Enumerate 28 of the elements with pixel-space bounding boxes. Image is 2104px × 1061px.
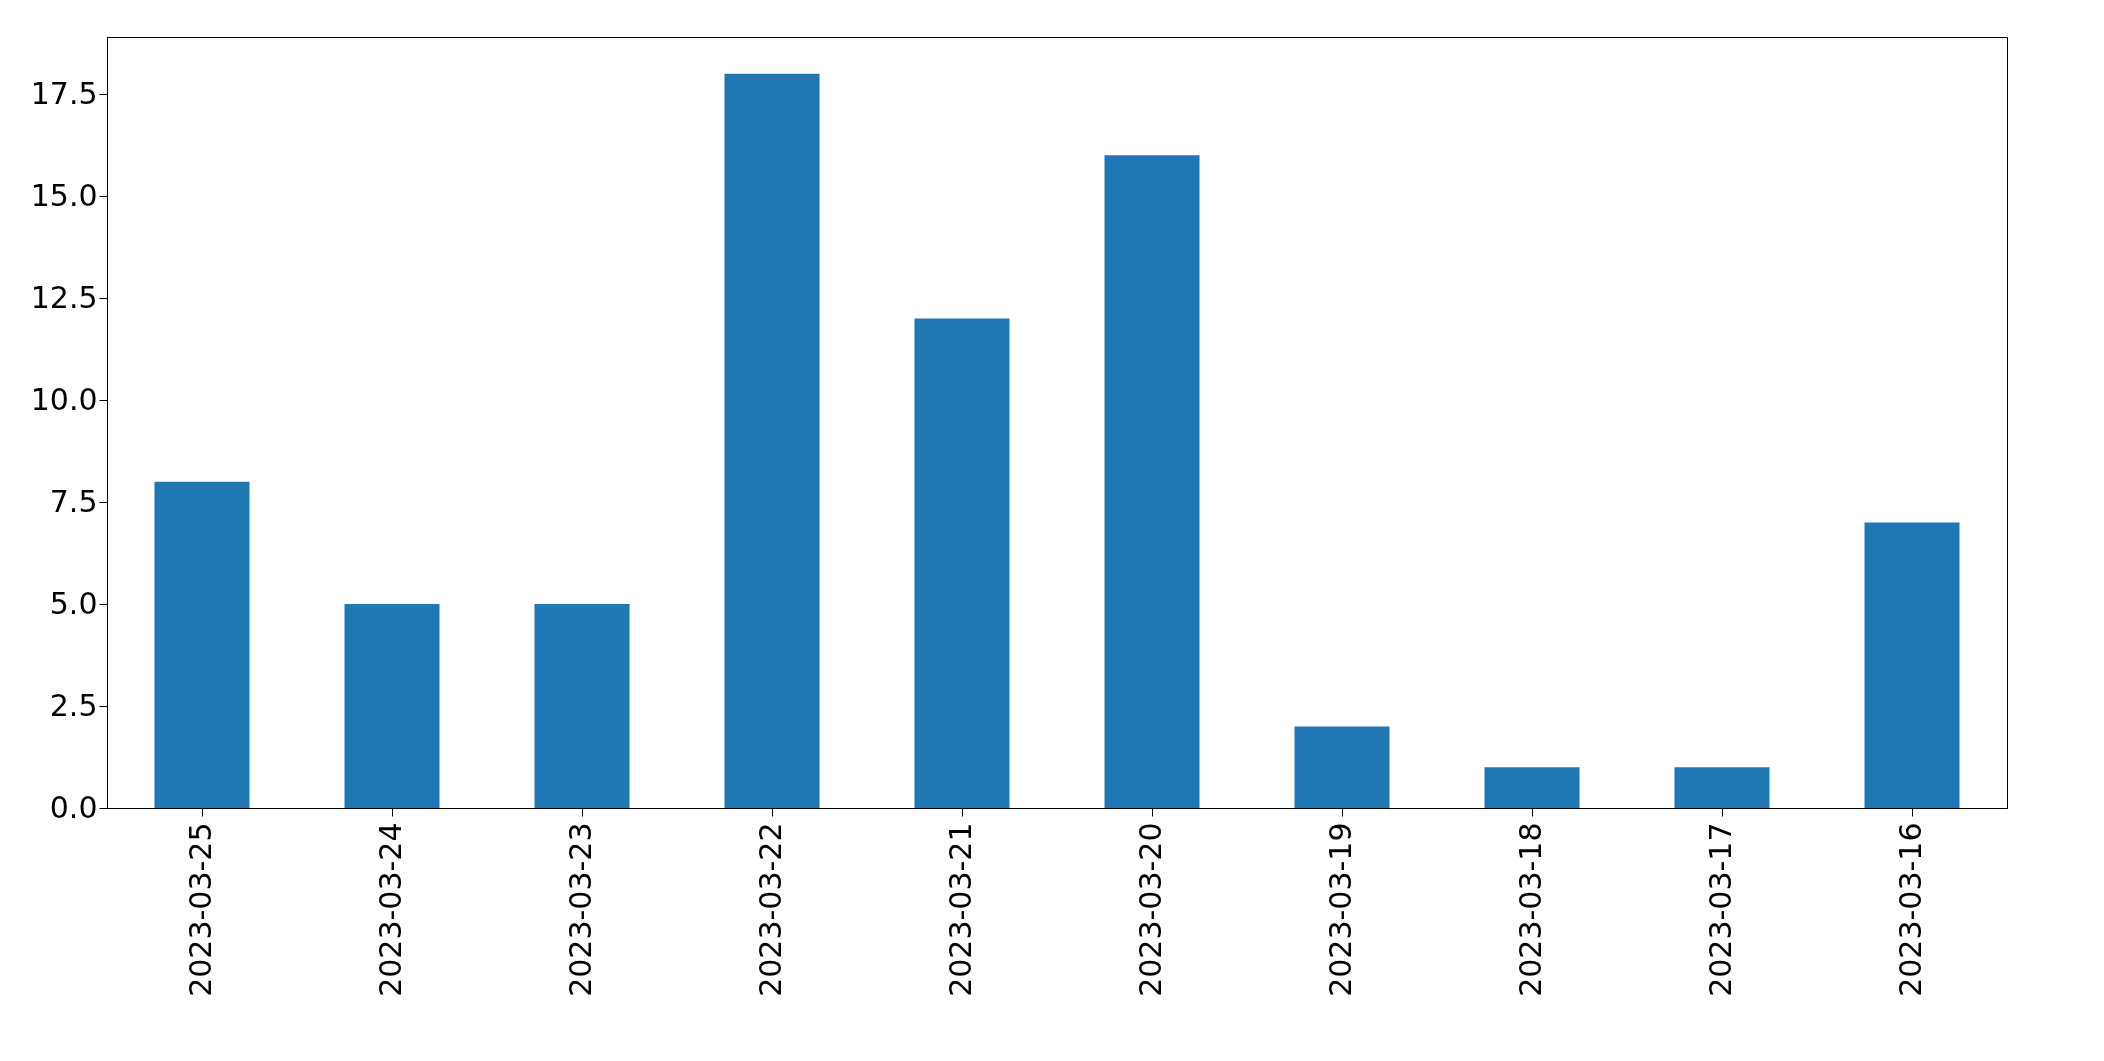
bar xyxy=(534,604,630,808)
y-tick-label: 17.5 xyxy=(30,75,98,111)
bar xyxy=(1484,767,1580,808)
y-tick-label: 7.5 xyxy=(49,483,98,519)
x-tick-label: 2023-03-18 xyxy=(1513,822,1548,997)
bar xyxy=(914,318,1010,808)
y-tick-label: 0.0 xyxy=(49,789,98,825)
bar xyxy=(1864,522,1960,808)
x-tick-label: 2023-03-21 xyxy=(943,822,978,997)
x-tick-label: 2023-03-20 xyxy=(1133,822,1168,997)
y-tick-label: 5.0 xyxy=(49,585,98,621)
y-tick-label: 10.0 xyxy=(30,381,98,417)
x-tick-label: 2023-03-16 xyxy=(1893,822,1928,997)
y-tick-label: 12.5 xyxy=(30,279,98,315)
x-tick-label: 2023-03-17 xyxy=(1703,822,1738,997)
bar xyxy=(154,481,250,808)
bar xyxy=(1294,726,1390,808)
x-tick-label: 2023-03-19 xyxy=(1323,822,1358,997)
x-tick-label: 2023-03-25 xyxy=(183,822,218,997)
x-tick-label: 2023-03-23 xyxy=(563,822,598,997)
bar xyxy=(344,604,440,808)
y-tick-label: 15.0 xyxy=(30,177,98,213)
bar xyxy=(724,73,820,808)
bar xyxy=(1674,767,1770,808)
y-tick-label: 2.5 xyxy=(49,687,98,723)
x-tick-label: 2023-03-24 xyxy=(373,822,408,997)
x-tick-label: 2023-03-22 xyxy=(753,822,788,997)
bar xyxy=(1104,155,1200,808)
